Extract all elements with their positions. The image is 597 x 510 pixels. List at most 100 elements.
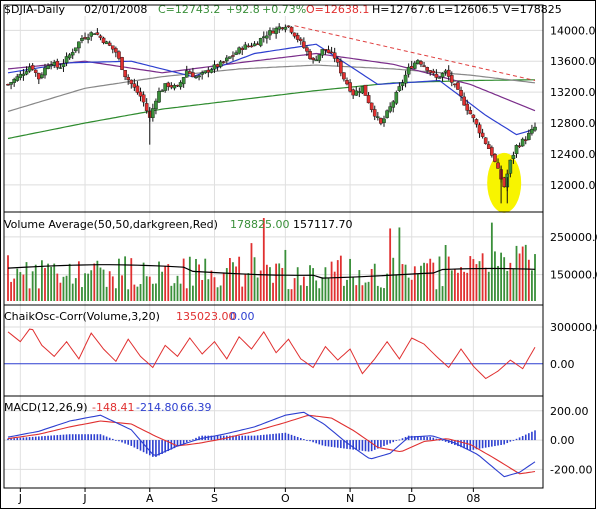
- x-axis-label: O: [281, 492, 290, 505]
- macd-histogram-bar: [198, 436, 200, 441]
- macd-histogram-bar: [41, 436, 43, 441]
- macd-histogram-bar: [192, 439, 194, 441]
- volume-bar: [118, 258, 120, 301]
- candle-body: [117, 51, 121, 59]
- candle-body: [502, 177, 506, 187]
- candle-body: [154, 100, 158, 110]
- volume-bar: [380, 287, 382, 301]
- candle-body: [431, 70, 436, 74]
- macd-histogram-bar: [25, 437, 28, 441]
- volume-bar: [28, 288, 31, 301]
- macd-signal-value: -214.80: [136, 401, 178, 414]
- macd-histogram-bar: [111, 438, 114, 441]
- macd-histogram-bar: [318, 440, 321, 445]
- volume-bar: [130, 258, 133, 301]
- macd-histogram-bar: [506, 440, 509, 444]
- volume-bar: [515, 245, 518, 301]
- candle-body: [413, 62, 417, 69]
- macd-histogram-bar: [229, 435, 231, 441]
- macd-histogram-bar: [207, 435, 210, 441]
- macd-histogram-bar: [346, 440, 348, 449]
- volume-bar: [19, 272, 22, 301]
- macd-histogram-bar: [330, 440, 333, 447]
- macd-histogram-bar: [500, 440, 502, 445]
- candle-body: [354, 90, 359, 96]
- candle-body: [425, 67, 429, 71]
- macd-histogram-bar: [370, 440, 373, 452]
- volume-bar: [312, 268, 315, 301]
- macd-histogram-bar: [81, 434, 83, 441]
- macd-histogram-bar: [423, 436, 425, 441]
- candle-body: [243, 44, 248, 50]
- candle-body: [298, 38, 303, 42]
- volume-bar: [364, 282, 367, 301]
- candle-body: [67, 54, 72, 59]
- volume-bar: [404, 264, 407, 301]
- volume-bar: [481, 253, 484, 301]
- volume-bar: [210, 270, 213, 301]
- macd-histogram-bar: [361, 440, 364, 451]
- chaikin-title: ChaikOsc-Corr(Volume,3,20): [4, 310, 160, 323]
- macd-histogram-bar: [441, 440, 444, 441]
- volume-bar: [299, 285, 302, 301]
- macd-histogram-bar: [407, 435, 410, 441]
- macd-histogram-bar: [269, 434, 271, 441]
- volume-bar: [302, 276, 305, 301]
- macd-histogram-bar: [275, 433, 277, 441]
- volume-bar: [167, 264, 170, 301]
- volume-bar: [296, 267, 299, 301]
- candle-body: [249, 45, 254, 48]
- macd-histogram-bar: [105, 436, 108, 441]
- macd-histogram-bar: [99, 434, 102, 441]
- macd-histogram-bar: [420, 436, 422, 441]
- candle-body: [486, 144, 491, 150]
- header-high: H=12767.6: [372, 3, 435, 16]
- macd-histogram-bar: [404, 436, 407, 441]
- macd-histogram-bar: [219, 435, 222, 441]
- volume-bar: [339, 255, 342, 301]
- macd-histogram-bar: [232, 435, 234, 441]
- volume-bar: [321, 277, 324, 301]
- volume-bar: [96, 260, 99, 301]
- candle-body: [120, 57, 124, 70]
- macd-histogram-bar: [299, 438, 302, 441]
- macd-histogram-bar: [250, 435, 253, 441]
- panel-border: [3, 395, 544, 489]
- volume-bar: [315, 280, 318, 301]
- volume-bar: [352, 276, 355, 301]
- macd-histogram-bar: [56, 435, 59, 441]
- candle-body: [496, 162, 500, 169]
- volume-bar: [478, 261, 481, 301]
- candle-body: [160, 90, 164, 92]
- volume-bar: [386, 273, 388, 301]
- volume-bar: [497, 265, 499, 301]
- volume-bar: [472, 259, 475, 301]
- candle-body: [416, 60, 420, 64]
- volume-bar: [506, 270, 509, 301]
- macd-histogram-bar: [435, 438, 438, 441]
- candle-body: [477, 124, 482, 134]
- candle-body: [428, 70, 433, 73]
- macd-histogram-bar: [259, 435, 262, 441]
- volume-value2: 157117.70: [293, 218, 353, 231]
- volume-bar: [512, 268, 515, 301]
- volume-title: Volume Average(50,50,darkgreen,Red): [4, 218, 218, 231]
- macd-histogram-bar: [392, 440, 395, 443]
- volume-bar: [269, 267, 271, 301]
- volume-bar: [228, 258, 231, 301]
- macd-histogram-bar: [278, 433, 281, 441]
- volume-bar: [293, 278, 296, 301]
- volume-bar: [139, 284, 142, 301]
- volume-bar: [198, 264, 200, 301]
- volume-bar: [10, 281, 12, 301]
- candle-body: [434, 73, 439, 78]
- macd-histogram-bar: [50, 435, 52, 441]
- volume-bar: [376, 285, 379, 301]
- candle-body: [252, 43, 257, 47]
- macd-histogram-bar: [31, 436, 34, 441]
- candle-body: [228, 56, 232, 59]
- header-low: L=12606.5: [438, 3, 499, 16]
- candle-body: [181, 77, 186, 85]
- chaikin-tick-label: 300000.0: [550, 321, 597, 334]
- candle-body: [101, 37, 106, 43]
